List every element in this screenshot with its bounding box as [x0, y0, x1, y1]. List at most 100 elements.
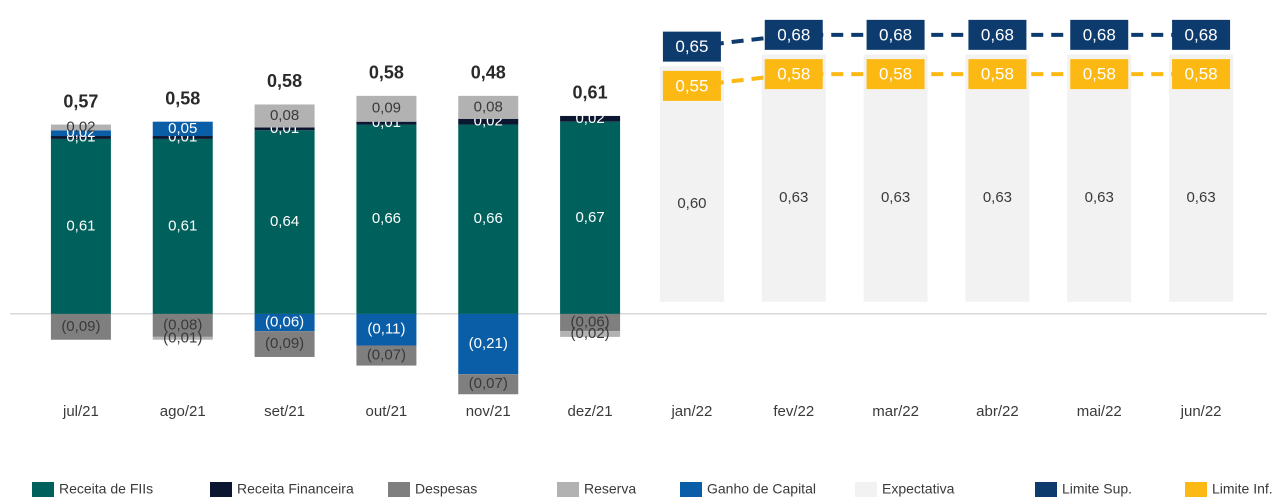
bar-segment — [458, 124, 519, 314]
bar-label: (0,11) — [367, 321, 405, 338]
bar-label: (0,06) — [570, 313, 609, 330]
bar-label: 0,63 — [1085, 189, 1114, 206]
bar-segment — [458, 118, 519, 125]
limit-box — [764, 19, 823, 50]
bar-segment — [356, 124, 417, 314]
bar-label: 0,08 — [270, 107, 299, 124]
bar-segment — [560, 115, 621, 122]
legend-label: Reserva — [584, 481, 636, 497]
x-tick-label: jul/21 — [62, 403, 99, 420]
x-tick-label: mar/22 — [872, 403, 919, 420]
bar-segment — [152, 136, 213, 139]
bar-label: (0,08) — [163, 316, 202, 333]
legend-swatch — [680, 482, 702, 497]
expectation-bar — [659, 66, 724, 302]
bar-label: (0,06) — [265, 313, 304, 330]
bar-label: 0,08 — [474, 98, 503, 115]
bar-label: 0,61 — [168, 217, 197, 234]
legend-label: Despesas — [415, 481, 477, 497]
bar-segment — [152, 313, 213, 337]
limit-box — [662, 31, 721, 62]
limit-label: 0,58 — [1185, 65, 1218, 84]
bar-segment — [458, 313, 519, 375]
legend-swatch — [210, 482, 232, 497]
total-label: 0,48 — [471, 63, 506, 83]
x-tick-label: set/21 — [264, 403, 305, 420]
bar-label: 0,09 — [372, 100, 401, 117]
limit-label: 0,58 — [879, 65, 912, 84]
legend-swatch — [1185, 482, 1207, 497]
bar-segment — [50, 130, 111, 137]
bar-segment — [254, 130, 315, 314]
bar-label: 0,63 — [983, 189, 1012, 206]
bar-segment — [152, 121, 213, 137]
total-label: 0,58 — [369, 63, 404, 83]
bar-label: (0,07) — [367, 346, 406, 363]
limit-label: 0,58 — [981, 65, 1014, 84]
legend-swatch — [855, 482, 877, 497]
legend-swatch — [1035, 482, 1057, 497]
bar-label: 0,66 — [372, 210, 401, 227]
bar-segment — [152, 138, 213, 314]
limit-label: 0,58 — [1083, 65, 1116, 84]
limit-box — [1070, 59, 1129, 90]
bar-segment — [50, 313, 111, 340]
x-tick-label: dez/21 — [568, 403, 613, 420]
x-tick-label: jun/22 — [1180, 403, 1222, 420]
bar-label: 0,61 — [66, 217, 95, 234]
bar-segment — [458, 374, 519, 395]
bar-label: 0,67 — [575, 209, 604, 226]
total-label: 0,61 — [573, 83, 608, 103]
bar-label: 0,05 — [168, 120, 197, 137]
bar-label: (0,09) — [265, 335, 304, 352]
expectation-bar — [863, 54, 928, 302]
x-tick-label: fev/22 — [773, 403, 814, 420]
legend-label: Receita Financeira — [237, 481, 354, 497]
legend-swatch — [557, 482, 579, 497]
total-label: 0,57 — [63, 91, 98, 111]
legend-swatch — [32, 482, 54, 497]
bar-segment — [560, 313, 621, 332]
bar-segment — [356, 345, 417, 366]
legend-label: Ganho de Capital — [707, 481, 816, 497]
limit-box — [866, 19, 925, 50]
x-tick-label: abr/22 — [976, 403, 1019, 420]
bar-label: 0,63 — [1186, 189, 1215, 206]
bar-label: 0,02 — [66, 118, 95, 135]
bar-label: (0,09) — [61, 318, 100, 335]
bar-segment — [50, 136, 111, 139]
limit-label: 0,58 — [777, 65, 810, 84]
bar-label: (0,01) — [163, 329, 202, 346]
bar-label: 0,63 — [881, 189, 910, 206]
bar-segment — [254, 331, 315, 357]
x-tick-label: jan/22 — [670, 403, 712, 420]
limit-box — [1172, 59, 1231, 90]
total-label: 0,58 — [165, 88, 200, 108]
bar-segment — [560, 121, 621, 314]
bar-segment — [356, 313, 417, 346]
limit-box — [866, 59, 925, 90]
bar-segment — [50, 138, 111, 314]
total-label: 0,58 — [267, 71, 302, 91]
limit-label: 0,68 — [777, 25, 810, 44]
limit-box — [1070, 19, 1129, 50]
bar-label: 0,02 — [575, 110, 604, 127]
bar-label: 0,60 — [677, 195, 706, 212]
limit-label: 0,55 — [675, 76, 708, 95]
limit-box — [1172, 19, 1231, 50]
limit-box — [968, 59, 1027, 90]
expectation-bar — [1169, 54, 1234, 302]
bar-segment — [50, 124, 111, 131]
x-tick-label: mai/22 — [1077, 403, 1122, 420]
bar-label: (0,21) — [469, 335, 508, 352]
limit-label: 0,65 — [675, 37, 708, 56]
bar-segment — [458, 95, 519, 119]
bar-segment — [254, 104, 315, 128]
limit-label: 0,68 — [1185, 25, 1218, 44]
expectation-bar — [965, 54, 1030, 302]
bar-label: (0,02) — [570, 325, 609, 342]
x-tick-label: out/21 — [366, 403, 408, 420]
limit-label: 0,68 — [1083, 25, 1116, 44]
bar-segment — [560, 331, 621, 337]
legend-label: Limite Inf. — [1212, 481, 1273, 497]
